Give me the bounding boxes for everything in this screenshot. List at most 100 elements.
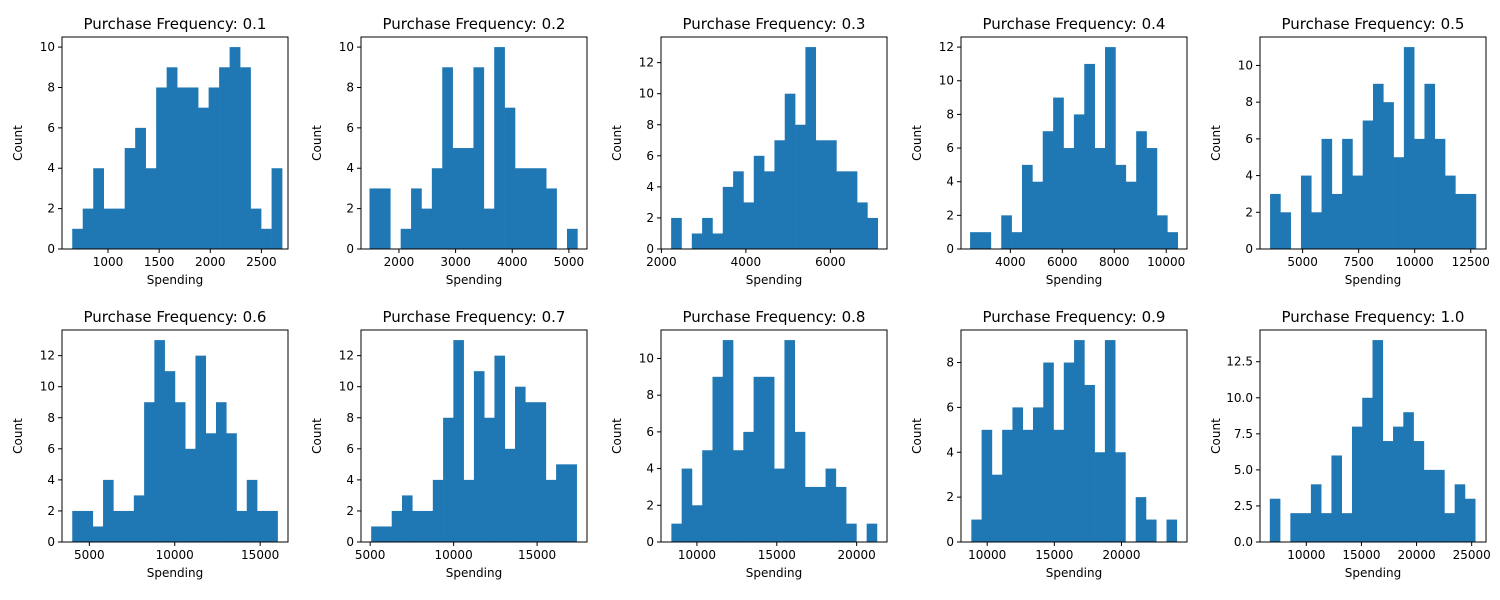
histogram-bar: [1104, 340, 1116, 542]
subplot-title: Purchase Frequency: 0.2: [383, 15, 566, 33]
y-tick-label: 5.0: [1234, 463, 1253, 477]
histogram-bar: [535, 402, 547, 542]
histogram-bar: [1115, 452, 1126, 542]
histogram-bar: [484, 417, 495, 542]
histogram-bar: [866, 523, 878, 542]
histogram-bar: [246, 479, 258, 542]
histogram-bar: [219, 67, 230, 249]
histogram-bar: [1393, 426, 1404, 542]
subplot: 10000 15000 20000 0 2 4 6 8 10 Purchase Frequency…: [610, 308, 888, 580]
axes-frame: [360, 329, 588, 543]
subplot: 2000 4000 6000 0 2 4 6 8 10 12 Purchase Frequency:…: [610, 15, 888, 287]
subplot: 4000 6000 8000 10000 0 2 4 6 8 10 12 Purchase Frequ…: [910, 15, 1188, 287]
y-tick-label: 2: [47, 202, 55, 216]
histogram-bar: [825, 468, 837, 542]
histogram-bar: [1373, 83, 1384, 249]
histogram-bar: [1002, 429, 1013, 542]
y-tick-label: 0: [346, 535, 354, 549]
histogram-bar: [1362, 397, 1373, 542]
histogram-bar: [1053, 97, 1064, 249]
histogram-bar: [1032, 181, 1044, 249]
histogram-bar: [753, 155, 765, 249]
histogram-bar: [371, 526, 382, 542]
histogram-bar: [1021, 164, 1033, 249]
x-tick-label: 15000: [518, 548, 556, 562]
x-axis-label: Spending: [746, 566, 802, 580]
x-tick-label: 5000: [355, 548, 386, 562]
histogram-bar: [1043, 362, 1054, 542]
x-tick-label: 2000: [646, 255, 677, 269]
histogram-bar: [185, 448, 196, 542]
axes-frame: [660, 36, 888, 250]
histogram-bar: [1383, 102, 1394, 249]
y-tick-label: 0: [47, 535, 55, 549]
axes-frame: [660, 329, 888, 543]
y-tick-label: 6: [946, 400, 954, 414]
y-tick-label: 10: [1238, 58, 1253, 72]
histogram-bar: [835, 486, 847, 542]
histogram-bar: [794, 431, 806, 542]
histogram-bar: [250, 208, 262, 249]
histogram-bar: [556, 464, 567, 542]
x-tick-label: 5000: [554, 255, 585, 269]
x-tick-label: 10000: [1396, 255, 1434, 269]
histogram-bar: [1115, 164, 1127, 249]
histogram-bar: [431, 168, 443, 249]
histogram-bar: [857, 202, 868, 249]
histogram-bar: [144, 402, 155, 542]
histogram-bar: [236, 510, 248, 542]
y-tick-label: 2: [646, 211, 654, 225]
histogram-bar: [267, 510, 278, 542]
x-axis-label: Spending: [1345, 566, 1401, 580]
y-tick-label: 2: [346, 202, 354, 216]
y-tick-label: 8: [346, 411, 354, 425]
axes-frame: [360, 36, 588, 250]
histogram-bar: [1012, 407, 1023, 542]
y-tick-label: 0: [1245, 242, 1253, 256]
histogram-bar: [103, 208, 115, 249]
histogram-bar: [1455, 193, 1466, 249]
histogram-bar: [1423, 469, 1435, 542]
x-tick-label: 10000: [156, 548, 194, 562]
histogram-bar: [743, 431, 754, 542]
histogram-bar: [774, 140, 786, 249]
histogram-bar: [991, 474, 1003, 542]
subplot: 1000 1500 2000 2500 0 2 4 6 8 10 Purchase Frequenc…: [11, 15, 289, 287]
y-tick-label: 4: [346, 473, 354, 487]
histogram-bar: [1321, 513, 1332, 542]
y-axis-label: Count: [1209, 418, 1223, 454]
x-tick-label: 20000: [1102, 548, 1140, 562]
x-tick-label: 1000: [93, 255, 124, 269]
histogram-bar: [1032, 407, 1044, 542]
histogram-bar: [722, 340, 734, 542]
histogram-bar: [546, 188, 557, 249]
histogram-bar: [1321, 138, 1333, 249]
y-axis-label: Count: [610, 418, 624, 454]
histogram-bar: [381, 526, 393, 542]
histogram-bar: [271, 168, 283, 249]
subplot-title: Purchase Frequency: 0.7: [383, 308, 566, 326]
y-tick-label: 4: [646, 180, 654, 194]
histogram-bar: [1382, 441, 1394, 542]
histogram-bar: [515, 386, 526, 542]
histogram-bar: [463, 479, 475, 542]
subplot: 2000 3000 4000 5000 0 2 4 6 8 10 Purchase Frequenc…: [310, 15, 588, 287]
x-tick-label: 1500: [144, 255, 175, 269]
x-axis-label: Spending: [1046, 273, 1102, 287]
histogram-bar: [805, 47, 817, 249]
histogram-bar: [114, 208, 125, 249]
histogram-bar: [411, 188, 422, 249]
x-tick-label: 20000: [838, 548, 876, 562]
histogram-bar: [494, 47, 505, 249]
subplot: 10000 15000 20000 0 2 4 6 8 Purchase Frequency: …: [910, 308, 1188, 580]
axes-frame: [1259, 36, 1487, 250]
histogram-bar: [154, 340, 165, 542]
histogram-bar: [525, 402, 536, 542]
x-tick-label: 4000: [731, 255, 762, 269]
histogram-bar: [566, 464, 577, 542]
histogram-bar: [1084, 384, 1095, 542]
histogram-bar: [463, 148, 474, 249]
histogram-bar: [1445, 175, 1456, 249]
histogram-bar: [504, 107, 516, 249]
